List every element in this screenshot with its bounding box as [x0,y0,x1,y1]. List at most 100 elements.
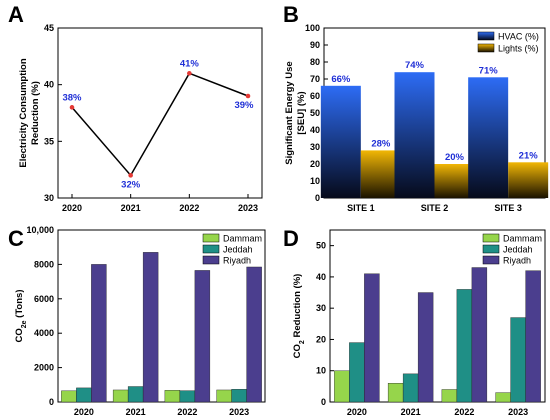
chart-panel-c: 0 2000 4000 6000 8000 10,000 2020 2021 2022 2023 D… [14,225,266,417]
data-label: 32% [121,179,141,190]
panel-letter-d: D [283,226,299,251]
x-tick-label: 2023 [508,407,528,417]
bar [402,373,419,403]
bar [216,389,232,403]
legend-label: Jeddah [503,245,533,255]
y-tick-label: 30 [316,303,326,313]
y-axis-label: [SEU] (%) [296,91,307,134]
x-tick-label: 2022 [454,407,474,417]
panel-letter-b: B [283,2,299,27]
bar [179,390,196,403]
legend-swatch [202,255,220,265]
bar [349,342,365,403]
bar [76,387,92,403]
legend-label: Dammam [503,234,542,244]
y-axis-label: Significant Energy Use [284,61,295,164]
y-tick-label: 80 [310,57,320,67]
data-label: 28% [371,138,391,149]
panel-letter-c: C [8,226,24,251]
bar [164,390,181,403]
legend-label: HVAC (%) [498,32,539,42]
bar [91,264,107,403]
data-label: 20% [445,152,465,163]
x-tick-label: SITE 1 [347,203,375,213]
legend-label: Jeddah [223,245,253,255]
y-tick-label: 10 [310,176,320,186]
y-tick-label: 35 [44,136,54,146]
legend-swatch [202,233,220,243]
y-tick-label: 10 [316,366,326,376]
bar [434,164,475,198]
data-point [69,105,75,110]
bar [320,85,361,198]
bar [334,370,350,403]
bar [471,267,488,403]
y-tick-label: 40 [316,272,326,282]
y-tick-label: 0 [49,397,54,407]
x-tick-label: SITE 3 [494,203,522,213]
y-tick-label: 60 [310,91,320,101]
bar [510,317,526,403]
y-tick-label: 30 [44,193,54,203]
data-point [128,173,133,178]
data-label: 38% [62,92,82,103]
data-label: 71% [479,65,499,76]
legend-swatch [482,255,500,265]
y-tick-label: 4000 [34,328,54,338]
x-tick-label: 2021 [401,407,421,417]
plot-frame-d [329,229,546,403]
bar [61,390,77,403]
plot-frame-a [57,27,263,199]
x-tick-label: 2020 [347,407,367,417]
chart-panel-a: 30 35 40 45 2020 2021 2022 2023 38% 32% 41% 39% Elec… [18,23,263,213]
bar [142,252,159,403]
y-tick-label: 90 [310,40,320,50]
bar [508,162,549,198]
bar [525,270,541,403]
data-label: 21% [519,150,539,161]
chart-panel-b: 0 10 20 30 40 50 60 70 80 90 100 SITE 1 66% 28% SITE 2… [284,23,549,213]
bar [364,273,380,403]
data-label: 39% [234,100,254,111]
chart-panel-d: 0 10 20 30 40 50 2020 2021 2022 2023 DammamJeddahR… [292,229,546,417]
bar [127,386,144,403]
bar [194,270,211,403]
bar [495,392,511,403]
legend-label: Dammam [223,234,262,244]
legend-swatch [482,244,500,254]
data-label: 66% [331,74,351,85]
bar [387,383,404,403]
legend-swatch [477,43,495,53]
bar [468,77,509,198]
y-tick-label: 8000 [34,259,54,269]
bar [231,389,247,403]
y-axis-label: CO2 Reduction (%) [292,274,306,359]
series-line [71,72,249,177]
x-tick-label: 2022 [179,203,199,213]
legend-label: Lights (%) [498,44,539,54]
data-label: 41% [180,58,200,69]
y-tick-label: 50 [316,241,326,251]
bar [246,266,262,403]
data-point [187,71,192,76]
y-tick-label: 2000 [34,363,54,373]
plot-frame-c [57,229,266,403]
y-tick-label: 30 [310,142,320,152]
panel-letter-a: A [8,2,24,27]
bar [394,72,435,198]
x-tick-label: 2023 [229,407,249,417]
legend-label: Riyadh [503,256,531,266]
bar [417,292,434,403]
data-point [245,93,251,99]
y-tick-label: 50 [310,108,320,118]
y-tick-label: 40 [44,80,54,90]
x-tick-label: 2022 [177,407,197,417]
y-tick-label: 45 [44,23,54,33]
x-tick-label: 2023 [238,203,258,213]
y-tick-label: 100 [305,23,320,33]
bar [360,150,401,198]
y-tick-label: 20 [310,159,320,169]
legend-swatch [482,233,500,243]
legend-label: Riyadh [223,256,251,266]
